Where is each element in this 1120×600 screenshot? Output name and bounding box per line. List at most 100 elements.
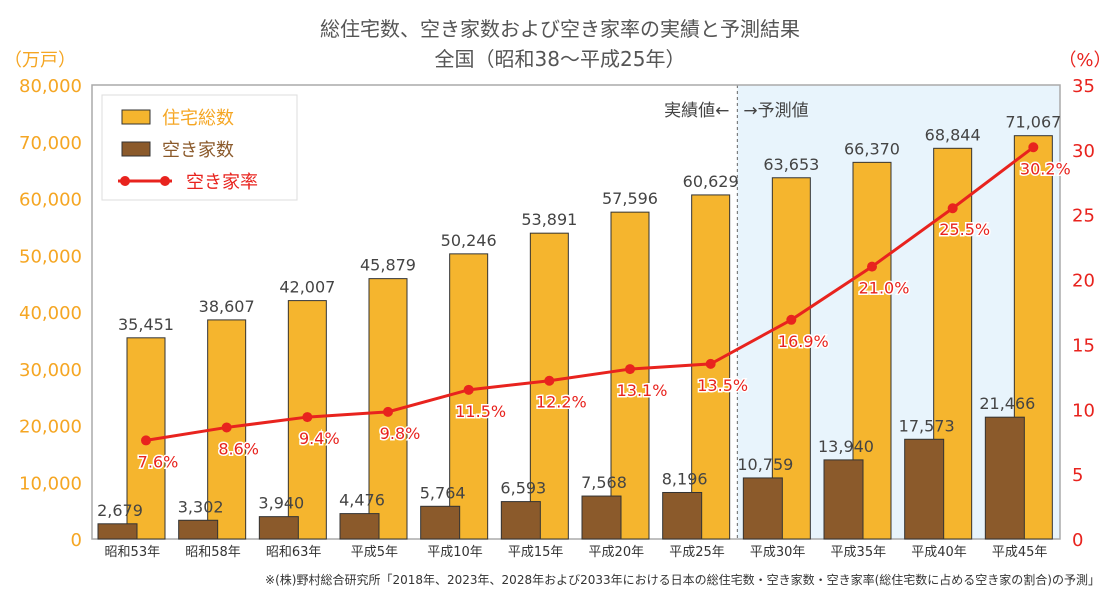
vacancy-rate-point — [625, 364, 635, 375]
bar-vacant-homes — [97, 523, 138, 540]
vacancy-rate-point — [463, 384, 474, 395]
bar-vacant-homes — [420, 505, 461, 540]
bar-vacant-homes — [662, 491, 703, 540]
bar-vacant-label: 4,476 — [339, 491, 385, 510]
chart-subtitle: 全国（昭和38〜平成25年） — [435, 47, 686, 71]
right-tick-label: 35 — [1072, 76, 1095, 97]
legend-rate-marker — [160, 176, 170, 186]
bar-total-label: 57,596 — [602, 189, 658, 208]
vacancy-rate-point — [221, 422, 232, 433]
vacancy-rate-line — [145, 146, 1035, 442]
vacancy-rate-point — [705, 358, 716, 369]
right-tick-label: 15 — [1072, 335, 1095, 356]
right-tick-label: 10 — [1072, 400, 1095, 421]
legend-swatch-vacant — [121, 141, 151, 157]
vacancy-rate-point — [786, 314, 797, 325]
bar-total-label: 35,451 — [118, 315, 174, 334]
vacancy-rate-label: 25.5% — [939, 220, 990, 239]
right-tick-label: 5 — [1072, 465, 1083, 486]
left-tick-label: 60,000 — [19, 190, 82, 211]
legend-label-total: 住宅総数 — [162, 108, 234, 129]
bar-vacant-label: 10,759 — [737, 455, 793, 474]
x-tick-label: 平成45年 — [992, 545, 1048, 560]
legend-label-rate: 空き家率 — [186, 172, 258, 193]
vacancy-rate-point — [867, 261, 877, 272]
bar-total-label: 63,653 — [763, 155, 819, 174]
vacancy-rate-label: 9.8% — [380, 424, 421, 443]
x-tick-label: 昭和53年 — [105, 545, 161, 560]
right-tick-label: 25 — [1072, 206, 1095, 227]
chart-title: 総住宅数、空き家数および空き家率の実績と予測結果 — [320, 17, 800, 41]
vacancy-rate-label: 21.0% — [859, 279, 910, 298]
left-tick-label: 70,000 — [19, 133, 82, 154]
right-tick-label: 20 — [1072, 271, 1095, 292]
vacancy-rate-point — [141, 435, 151, 446]
bar-total-housing — [610, 211, 650, 540]
bar-vacant-homes — [742, 477, 783, 540]
bar-total-label: 42,007 — [279, 278, 335, 297]
left-axis-unit: （万戸） — [4, 50, 76, 71]
legend-swatch-total — [121, 109, 151, 125]
bar-vacant-label: 7,568 — [581, 473, 627, 492]
vacancy-rate-label: 9.4% — [299, 429, 340, 448]
left-tick-label: 10,000 — [19, 473, 82, 494]
bar-vacant-label: 21,466 — [979, 394, 1035, 413]
vacancy-rate-label: 12.2% — [536, 393, 587, 412]
vacancy-rate-point — [383, 406, 393, 417]
vacancy-rate-label: 13.5% — [697, 376, 748, 395]
vacancy-rate-label: 8.6% — [218, 439, 259, 458]
left-tick-label: 50,000 — [19, 246, 82, 267]
x-tick-label: 昭和63年 — [266, 545, 322, 560]
legend-label-vacant: 空き家数 — [162, 140, 234, 161]
vacancy-rate-point — [947, 203, 958, 214]
vacancy-rate-point — [1028, 142, 1039, 153]
left-tick-label: 80,000 — [19, 76, 82, 97]
bar-total-housing — [529, 232, 569, 540]
bar-total-label: 71,067 — [1005, 113, 1061, 132]
vacancy-rate-label: 13.1% — [617, 381, 668, 400]
vacancy-rate-point — [544, 375, 555, 386]
x-tick-label: 平成10年 — [427, 545, 483, 560]
bar-total-housing — [449, 253, 489, 540]
x-tick-label: 平成15年 — [508, 545, 564, 560]
bar-vacant-label: 2,679 — [97, 501, 143, 520]
bar-vacant-homes — [339, 513, 380, 540]
bar-total-label: 66,370 — [844, 139, 900, 158]
vacancy-rate-label: 30.2% — [1020, 159, 1071, 178]
legend-rate-marker — [120, 176, 130, 186]
left-tick-label: 0 — [71, 530, 82, 551]
bar-vacant-label: 3,940 — [258, 494, 304, 513]
vacancy-rate-label: 16.9% — [778, 332, 829, 351]
bar-vacant-label: 6,593 — [500, 479, 546, 498]
bar-vacant-label: 8,196 — [662, 469, 708, 488]
bar-vacant-homes — [258, 516, 299, 540]
vacancy-rate-label: 11.5% — [455, 402, 506, 421]
x-tick-label: 平成5年 — [351, 545, 398, 560]
bar-vacant-homes — [178, 519, 219, 540]
forecast-label: →予測値 — [743, 101, 808, 121]
actual-label: 実績値← — [664, 101, 729, 121]
bar-vacant-label: 3,302 — [178, 497, 224, 516]
plot-frame — [91, 84, 1061, 540]
x-tick-label: 平成25年 — [669, 545, 725, 560]
vacancy-rate-point — [302, 412, 313, 423]
bar-total-label: 68,844 — [925, 125, 981, 144]
bar-total-label: 53,891 — [521, 210, 577, 229]
x-tick-label: 平成20年 — [589, 545, 645, 560]
vacancy-rate-label: 7.6% — [138, 452, 179, 471]
bar-total-label: 38,607 — [199, 297, 255, 316]
x-tick-label: 平成40年 — [911, 545, 967, 560]
bar-total-label: 60,629 — [683, 172, 739, 191]
bar-vacant-homes — [581, 495, 622, 540]
x-tick-label: 平成30年 — [750, 545, 806, 560]
bar-vacant-homes — [823, 459, 864, 540]
bar-vacant-label: 13,940 — [818, 437, 874, 456]
right-tick-label: 0 — [1072, 530, 1083, 551]
left-tick-label: 30,000 — [19, 360, 82, 381]
x-tick-label: 平成35年 — [831, 545, 887, 560]
left-tick-label: 20,000 — [19, 417, 82, 438]
bar-vacant-homes — [984, 416, 1025, 540]
left-tick-label: 40,000 — [19, 303, 82, 324]
